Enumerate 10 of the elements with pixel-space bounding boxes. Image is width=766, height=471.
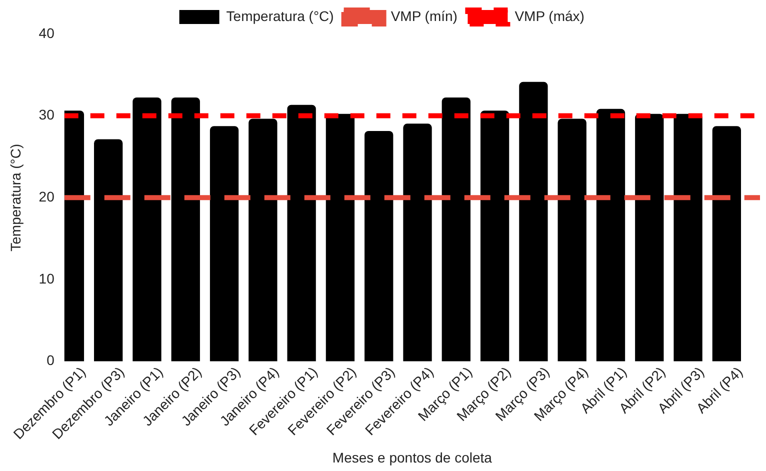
y-axis-title: Temperatura (°C) <box>7 144 24 252</box>
legend-label: VMP (mín) <box>390 8 458 24</box>
y-tick-label: 0 <box>46 352 55 368</box>
y-tick-label: 40 <box>38 24 55 41</box>
legend-label: Temperatura (°C) <box>226 8 334 24</box>
y-tick-label: 10 <box>38 270 55 286</box>
legend-label: VMP (máx) <box>514 8 584 24</box>
y-tick-label: 20 <box>38 188 55 204</box>
y-tick-label: 30 <box>38 106 55 123</box>
x-axis-title: Meses e pontos de coleta <box>332 449 492 466</box>
